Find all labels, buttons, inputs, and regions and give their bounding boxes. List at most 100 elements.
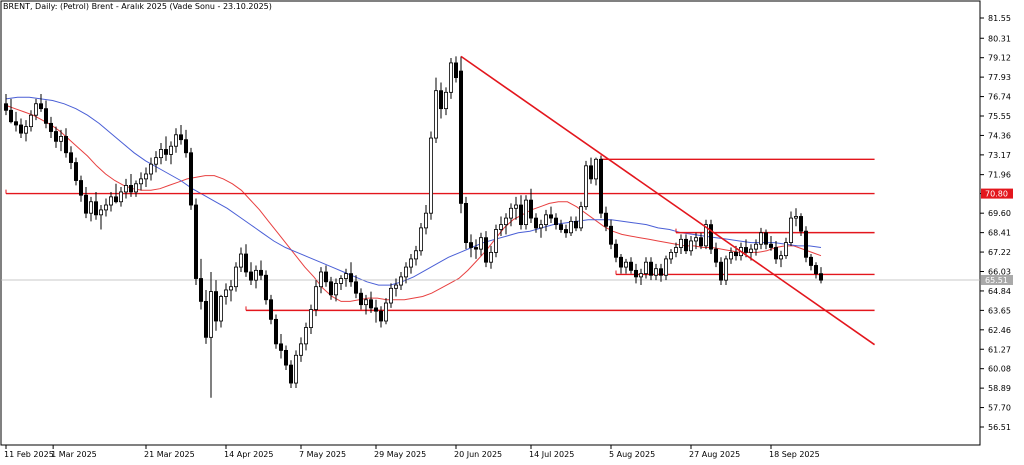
- x-tick-label: 7 May 2025: [299, 450, 346, 459]
- candle-bullish: [749, 248, 754, 253]
- candle-bearish: [574, 220, 579, 229]
- y-tick-label: 74.36: [988, 131, 1011, 140]
- candle-bullish: [544, 214, 549, 226]
- candle-bullish: [594, 158, 599, 180]
- candle-bearish: [519, 204, 524, 226]
- candle-bearish: [473, 247, 478, 250]
- candle-bearish: [599, 158, 604, 214]
- candle-bullish: [104, 204, 109, 211]
- candle-bullish: [669, 251, 674, 260]
- candle-bearish: [774, 247, 779, 260]
- candle-bullish: [148, 163, 153, 175]
- candle-bullish: [34, 103, 39, 116]
- candle-bullish: [508, 207, 513, 219]
- y-tick-label: 79.12: [988, 54, 1011, 63]
- candle-bearish: [549, 214, 554, 219]
- candle-bullish: [448, 62, 453, 93]
- candle-bearish: [213, 291, 218, 322]
- candle-bullish: [579, 206, 584, 229]
- candle-bearish: [163, 149, 168, 155]
- candle-bearish: [373, 307, 378, 312]
- y-tick-label: 75.55: [988, 112, 1011, 121]
- candle-bearish: [74, 162, 79, 181]
- candle-bearish: [378, 310, 383, 322]
- x-tick-label: 5 Aug 2025: [609, 450, 655, 459]
- candle-bullish: [218, 296, 223, 322]
- candle-bearish: [348, 273, 353, 283]
- y-tick-label: 68.41: [988, 229, 1011, 238]
- candle-bearish: [273, 318, 278, 345]
- x-tick-label: 27 Aug 2025: [689, 450, 740, 459]
- candle-bullish: [333, 283, 338, 296]
- candle-bearish: [699, 237, 704, 247]
- candle-bullish: [729, 251, 734, 260]
- candle-bearish: [198, 278, 203, 302]
- candle-bullish: [318, 271, 323, 288]
- candle-bearish: [458, 70, 463, 204]
- candle-bearish: [8, 109, 13, 123]
- y-axis: 81.55 80.31 79.12 77.93 76.74 75.55 74.36 73.17…: [980, 14, 1011, 432]
- candle-bullish: [313, 286, 318, 310]
- candle-bearish: [804, 230, 809, 258]
- y-tick-label: 76.74: [988, 93, 1011, 102]
- candle-bullish: [228, 286, 233, 291]
- candle-bearish: [178, 134, 183, 141]
- candle-bearish: [609, 225, 614, 245]
- y-tick-label: 56.51: [988, 423, 1011, 432]
- candle-bullish: [119, 191, 124, 203]
- candle-bullish: [158, 149, 163, 159]
- candle-bearish: [714, 248, 719, 263]
- candle-bearish: [529, 199, 534, 219]
- candle-bearish: [604, 212, 609, 227]
- y-tick-label: 58.89: [988, 384, 1011, 393]
- price-label-box: [981, 274, 1013, 285]
- candle-bullish: [363, 299, 368, 306]
- candle-bearish: [193, 204, 198, 279]
- candle-bullish: [238, 253, 243, 268]
- candle-bearish: [183, 139, 188, 154]
- candle-bullish: [303, 327, 308, 345]
- candle-bullish: [418, 227, 423, 252]
- y-tick-label: 69.60: [988, 209, 1011, 218]
- candle-bullish: [498, 224, 503, 230]
- candle-bearish: [18, 124, 23, 134]
- y-tick-label: 60.08: [988, 365, 1011, 374]
- x-tick-label: 29 May 2025: [374, 450, 426, 459]
- candle-bullish: [233, 266, 238, 288]
- price-label-text: 65.51: [985, 276, 1008, 285]
- candle-bullish: [133, 183, 138, 193]
- y-tick-label: 64.84: [988, 287, 1011, 296]
- price-label-text: 70.80: [985, 190, 1008, 199]
- y-tick-label: 81.55: [988, 14, 1011, 23]
- candles-layer: [4, 56, 824, 398]
- candle-bearish: [323, 271, 328, 283]
- candle-bearish: [13, 121, 18, 126]
- candle-bullish: [689, 240, 694, 252]
- candle-bullish: [488, 251, 493, 263]
- candle-bullish: [639, 273, 644, 278]
- candle-bullish: [754, 243, 759, 250]
- candle-bullish: [23, 126, 28, 134]
- candle-bullish: [208, 291, 213, 338]
- trendline-layer: [460, 55, 876, 346]
- candle-bearish: [453, 62, 458, 79]
- x-tick-label: 21 Mar 2025: [144, 450, 195, 459]
- candle-bullish: [413, 250, 418, 260]
- candle-bearish: [709, 224, 714, 250]
- candle-bearish: [54, 131, 59, 142]
- candle-bullish: [478, 237, 483, 250]
- y-tick-label: 71.96: [988, 171, 1011, 180]
- candle-bullish: [644, 261, 649, 275]
- candle-bearish: [328, 281, 333, 296]
- candle-bullish: [724, 258, 729, 281]
- candle-bullish: [59, 136, 64, 142]
- y-tick-label: 66.03: [988, 268, 1011, 277]
- candle-bullish: [298, 343, 303, 356]
- candle-bullish: [493, 229, 498, 253]
- candle-bearish: [649, 261, 654, 276]
- candle-bullish: [223, 289, 228, 297]
- candle-bullish: [338, 278, 343, 284]
- candle-bullish: [624, 261, 629, 268]
- candle-bearish: [719, 261, 724, 281]
